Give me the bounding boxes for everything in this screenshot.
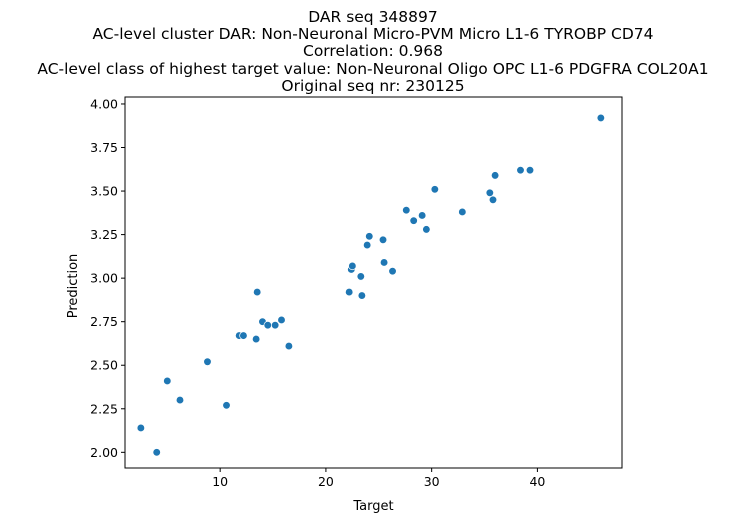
data-point-21: [363, 240, 372, 250]
y-tick-label: 2.00: [90, 445, 118, 460]
data-point-1: [136, 423, 146, 433]
data-point-32: [485, 188, 494, 197]
y-tick-label: 3.25: [90, 227, 118, 242]
data-point-33: [488, 195, 498, 204]
data-point-29: [422, 225, 431, 234]
axis-ticks: 10 20 30 40 2.00 2.25 2.50 2.75 3.00 3.25 3.50 3.75…: [90, 96, 545, 489]
data-point-13: [271, 321, 280, 330]
data-point-30: [430, 185, 439, 194]
data-points: [136, 113, 605, 457]
x-tick-label: 20: [318, 474, 334, 489]
data-point-2: [152, 448, 161, 457]
title-line-2: AC-level cluster DAR: Non-Neuronal Micro…: [92, 25, 653, 43]
data-point-15: [284, 341, 294, 351]
plot-frame: [124, 96, 623, 469]
data-point-26: [402, 206, 411, 215]
title-line-5: Original seq nr: 230125: [281, 77, 464, 95]
y-tick-label: 4.00: [90, 96, 118, 111]
y-tick-label: 3.00: [90, 271, 118, 286]
x-axis-label: Target: [352, 499, 393, 514]
data-point-35: [516, 165, 525, 175]
title-line-3: Correlation: 0.968: [303, 42, 443, 60]
y-tick-label: 2.75: [90, 314, 118, 329]
data-point-8: [239, 331, 248, 340]
data-point-3: [163, 376, 172, 386]
data-point-4: [175, 395, 185, 405]
data-point-12: [263, 321, 272, 330]
data-point-14: [277, 315, 286, 325]
data-point-22: [365, 232, 374, 241]
data-point-18: [348, 261, 357, 271]
data-point-19: [356, 272, 365, 281]
data-point-6: [222, 401, 231, 410]
data-point-28: [417, 211, 427, 220]
y-tick-label: 3.75: [90, 140, 118, 155]
data-point-27: [409, 216, 418, 225]
data-point-37: [596, 113, 605, 123]
title-line-4: AC-level class of highest target value: …: [37, 60, 708, 78]
title-line-1: DAR seq 348897: [308, 8, 438, 26]
data-point-34: [490, 171, 500, 180]
data-point-23: [378, 235, 388, 244]
data-point-24: [379, 258, 389, 267]
x-tick-label: 30: [424, 474, 440, 489]
data-point-5: [203, 357, 212, 366]
data-point-36: [525, 165, 535, 175]
data-point-31: [458, 207, 467, 217]
chart-title: DAR seq 348897 AC-level cluster DAR: Non…: [37, 8, 708, 95]
y-tick-label: 2.25: [90, 401, 118, 416]
data-point-20: [357, 291, 367, 300]
data-point-9: [251, 334, 261, 344]
x-tick-label: 40: [529, 474, 545, 489]
data-point-25: [388, 267, 397, 276]
x-tick-label: 10: [212, 474, 228, 489]
y-tick-label: 2.50: [90, 358, 118, 373]
data-point-10: [253, 287, 262, 297]
y-tick-label: 3.50: [90, 184, 118, 199]
y-axis-label: Prediction: [66, 254, 81, 319]
data-point-16: [345, 287, 354, 297]
